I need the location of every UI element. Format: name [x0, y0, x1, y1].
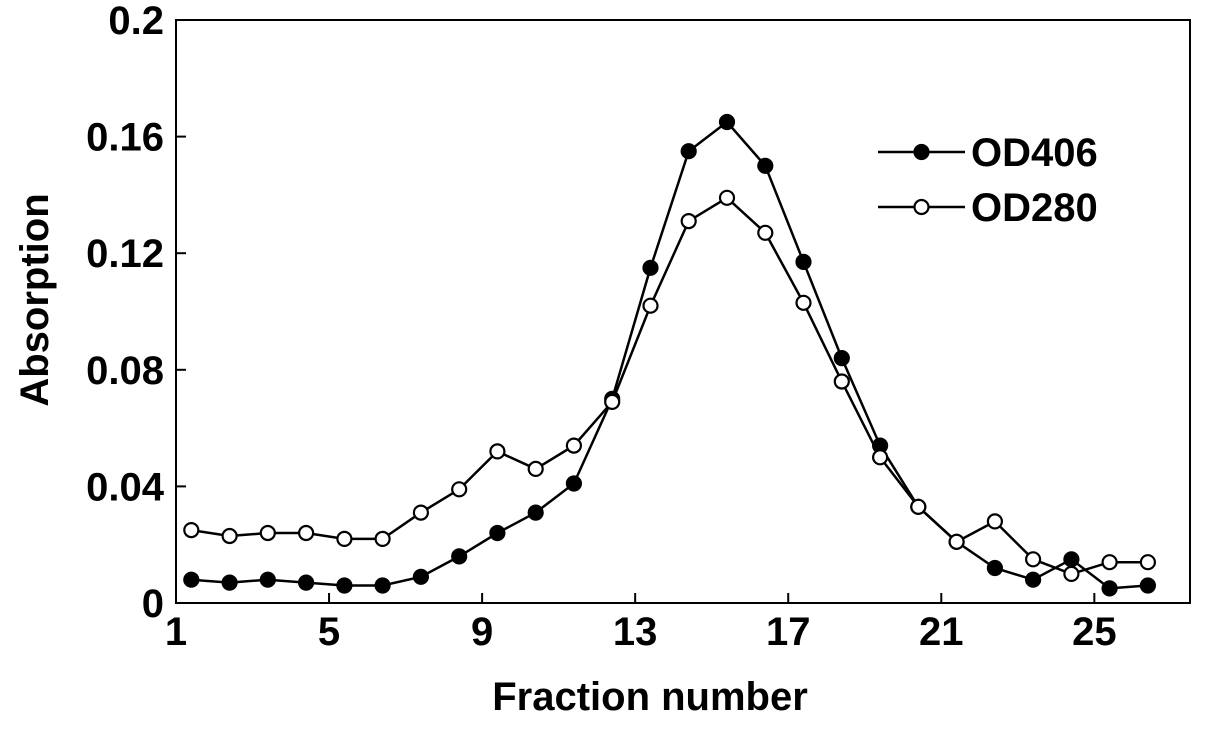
data-point-od280	[757, 224, 774, 241]
legend: OD406 OD280	[878, 131, 1098, 230]
data-point-od280	[336, 530, 353, 548]
x-tick-label: 13	[613, 610, 658, 654]
data-point-od280	[527, 460, 544, 477]
data-point-od406	[757, 157, 774, 174]
series-od280	[183, 189, 1157, 583]
data-point-od406	[795, 253, 812, 270]
data-point-od280	[718, 189, 736, 206]
legend-marker	[913, 143, 930, 161]
data-point-od280	[871, 449, 889, 466]
data-point-od406	[489, 524, 506, 542]
data-point-od406	[1024, 571, 1042, 588]
y-axis-label: Absorption	[13, 193, 57, 406]
data-point-od280	[604, 393, 621, 410]
legend-item-od406: OD406	[878, 131, 1098, 175]
data-point-od406	[527, 504, 544, 521]
plot-frame	[175, 19, 1191, 604]
y-tick-label: 0.08	[86, 349, 164, 393]
legend-marker	[913, 198, 930, 216]
data-point-od406	[374, 577, 391, 594]
data-point-od280	[451, 481, 468, 498]
data-point-od406	[259, 571, 276, 588]
plot-layer	[183, 113, 1157, 597]
data-point-od406	[642, 259, 659, 276]
data-point-od406	[1063, 551, 1080, 568]
data-point-od406	[680, 143, 697, 160]
data-point-od280	[374, 530, 391, 548]
series-od406	[183, 113, 1157, 597]
data-point-od280	[1063, 565, 1080, 583]
x-tick-label: 9	[471, 610, 493, 654]
data-point-od280	[680, 213, 697, 230]
x-tick-label: 21	[919, 610, 964, 654]
data-point-od280	[910, 498, 927, 515]
x-axis-label: Fraction number	[492, 675, 808, 719]
data-point-od280	[183, 521, 200, 539]
data-point-od280	[565, 437, 583, 454]
series-line-od280	[191, 196, 1148, 576]
legend-label: OD406	[971, 131, 1098, 175]
data-point-od280	[259, 524, 276, 542]
data-point-od280	[1101, 554, 1118, 571]
x-tick-label: 25	[1072, 610, 1117, 654]
data-point-od280	[986, 513, 1004, 530]
data-point-od280	[795, 294, 812, 311]
x-tick-label: 17	[766, 610, 811, 654]
y-tick-label: 0.16	[86, 116, 164, 160]
axes-layer: 0 0.04 0.08 0.12 0.16 0.2 1 5 9 13 17 21 25	[86, 0, 1191, 654]
data-point-od406	[565, 475, 583, 492]
data-point-od406	[833, 350, 850, 367]
data-point-od280	[221, 527, 238, 545]
data-point-od280	[948, 533, 965, 550]
data-point-od406	[412, 568, 429, 585]
legend-item-od280: OD280	[878, 186, 1098, 230]
x-tick-label: 1	[165, 610, 187, 654]
data-point-od280	[412, 504, 429, 521]
data-point-od406	[1101, 580, 1118, 597]
data-point-od406	[718, 113, 736, 131]
data-point-od280	[1139, 554, 1157, 571]
data-point-od280	[298, 524, 315, 542]
data-point-od280	[489, 443, 506, 460]
legend-label: OD280	[971, 186, 1098, 230]
y-tick-label: 0	[142, 582, 164, 626]
y-tick-label: 0.2	[108, 0, 164, 43]
y-tick-label: 0.12	[86, 232, 164, 276]
data-point-od406	[451, 548, 468, 565]
data-point-od406	[336, 577, 353, 594]
data-point-od406	[986, 559, 1004, 577]
data-point-od406	[1139, 577, 1157, 594]
data-point-od406	[298, 574, 315, 591]
y-tick-label: 0.04	[86, 465, 165, 509]
data-point-od406	[183, 571, 200, 588]
data-point-od280	[642, 297, 659, 314]
data-point-od280	[833, 373, 850, 390]
data-point-od280	[1024, 551, 1042, 568]
data-point-od406	[221, 574, 238, 591]
x-tick-label: 5	[318, 610, 340, 654]
